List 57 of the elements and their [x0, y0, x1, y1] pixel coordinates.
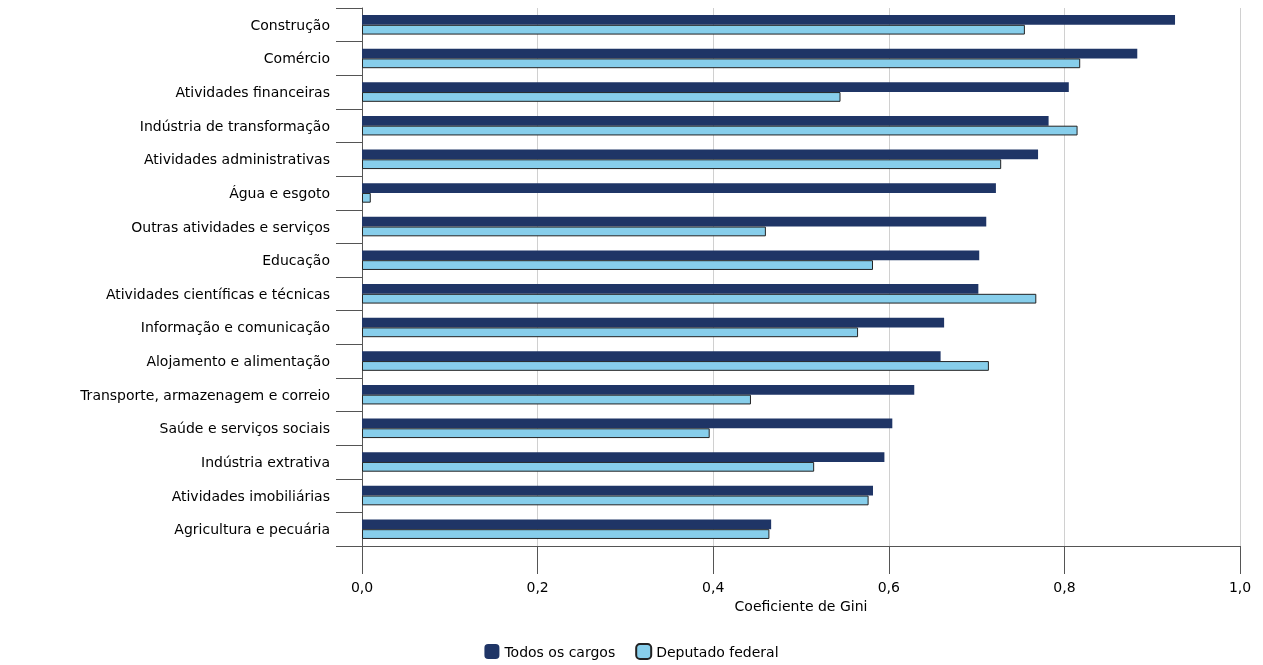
y-tick-label: Saúde e serviços sociais — [159, 420, 330, 437]
y-tick-label: Atividades financeiras — [175, 84, 330, 101]
bar — [362, 485, 873, 496]
bar — [362, 361, 989, 371]
bar — [362, 82, 1069, 93]
bar — [362, 394, 751, 405]
x-tick-label: 0,0 — [350, 579, 374, 595]
bar — [362, 226, 766, 237]
bar — [362, 351, 941, 362]
x-tick-label: 0,4 — [702, 579, 725, 595]
bar — [362, 384, 915, 395]
y-tick-label: Atividades imobiliárias — [171, 487, 330, 504]
bar — [362, 183, 996, 193]
bar — [362, 58, 1081, 69]
bar — [362, 529, 770, 539]
y-tick-label: Indústria de transformação — [139, 117, 330, 134]
y-tick-label: Informação e comunicação — [140, 319, 330, 336]
bar — [362, 216, 987, 227]
bar — [362, 48, 1138, 59]
bar — [362, 452, 885, 462]
y-tick-label: Comércio — [263, 50, 330, 67]
legend-label: Todos os cargos — [503, 643, 616, 660]
bar — [362, 284, 979, 294]
bar — [362, 519, 772, 530]
y-tick-label: Água e esgoto — [229, 184, 330, 201]
bar — [362, 461, 815, 472]
bar — [362, 24, 1025, 35]
y-tick-label: Agricultura e pecuária — [174, 521, 330, 538]
y-tick-label: Atividades científicas e técnicas — [105, 285, 330, 302]
bar — [362, 149, 1039, 160]
y-tick-label: Transporte, armazenagem e correio — [79, 386, 330, 403]
bar — [362, 15, 1176, 25]
bar — [362, 418, 893, 429]
bar — [362, 293, 1037, 304]
bar — [362, 428, 710, 439]
bar — [362, 92, 841, 102]
y-tick-label: Educação — [262, 252, 330, 269]
x-tick-label: 0,8 — [1053, 579, 1076, 595]
bar — [362, 495, 869, 506]
y-tick-label: Indústria extrativa — [201, 453, 330, 470]
x-axis-title: Coeficiente de Gini — [734, 597, 868, 614]
x-tick-label: 1,0 — [1228, 579, 1252, 595]
y-tick-label: Construção — [250, 16, 330, 33]
y-tick-label: Alojamento e alimentação — [146, 353, 330, 370]
bar — [362, 125, 1078, 136]
bar — [362, 250, 980, 261]
x-tick-label: 0,6 — [877, 579, 901, 595]
y-tick-label: Outras atividades e serviços — [131, 218, 330, 235]
y-tick-label: Atividades administrativas — [143, 151, 330, 168]
bar — [362, 159, 1002, 170]
bar — [362, 115, 1049, 126]
bar — [362, 327, 859, 338]
bar — [362, 317, 945, 328]
bar — [362, 192, 371, 203]
bar — [362, 260, 873, 270]
legend-label: Deputado federal — [656, 643, 779, 660]
x-tick-label: 0,2 — [526, 579, 549, 595]
